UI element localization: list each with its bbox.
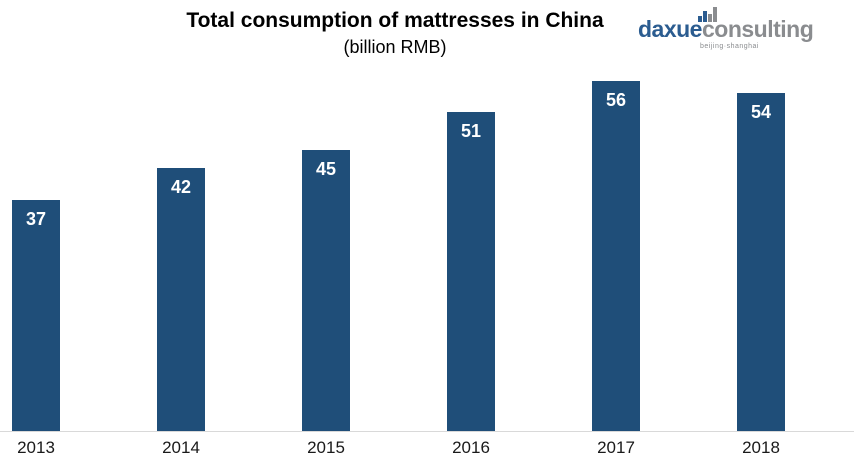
bar-value-label: 45 (315, 159, 337, 179)
bar-chart-icon-bar (708, 14, 712, 22)
logo-tagline: beijing·shanghai (700, 43, 759, 50)
x-axis-label-2018: 2018 (742, 438, 780, 457)
x-axis-label-2017: 2017 (597, 438, 635, 457)
bar-2018: 54 (737, 93, 785, 431)
bar-2014: 42 (157, 168, 205, 431)
page-subtitle: (billion RMB) (343, 37, 447, 58)
bar-value-label: 42 (170, 177, 192, 197)
bar-2016: 51 (447, 112, 495, 431)
bar-2017: 56 (592, 81, 640, 431)
logo-daxue-text: daxue (638, 16, 702, 42)
bar-value-label: 51 (460, 121, 482, 141)
logo-text: daxueconsulting (638, 16, 814, 43)
x-axis-line (0, 431, 854, 432)
x-axis-label-2016: 2016 (452, 438, 490, 457)
bar-value-label: 37 (25, 209, 47, 229)
bar-chart-icon-bar (703, 11, 707, 22)
logo-consulting-text: consulting (701, 16, 814, 42)
bar-chart-icon-bar (713, 7, 717, 22)
bar-value-label: 54 (750, 102, 772, 122)
title-block: Total consumption of mattresses in China… (0, 8, 790, 59)
x-axis-label-2014: 2014 (162, 438, 200, 457)
bar-2013: 37 (12, 200, 60, 431)
x-axis-label-2013: 2013 (17, 438, 55, 457)
page-title: Total consumption of mattresses in China (186, 9, 604, 32)
bar-chart-icon (698, 4, 717, 22)
daxue-consulting-logo: daxueconsulting beijing·shanghai (638, 4, 838, 52)
bar-value-label: 56 (605, 90, 627, 110)
bar-2015: 45 (302, 150, 350, 431)
x-axis-label-2015: 2015 (307, 438, 345, 457)
bar-chart-icon-bar (698, 16, 702, 22)
